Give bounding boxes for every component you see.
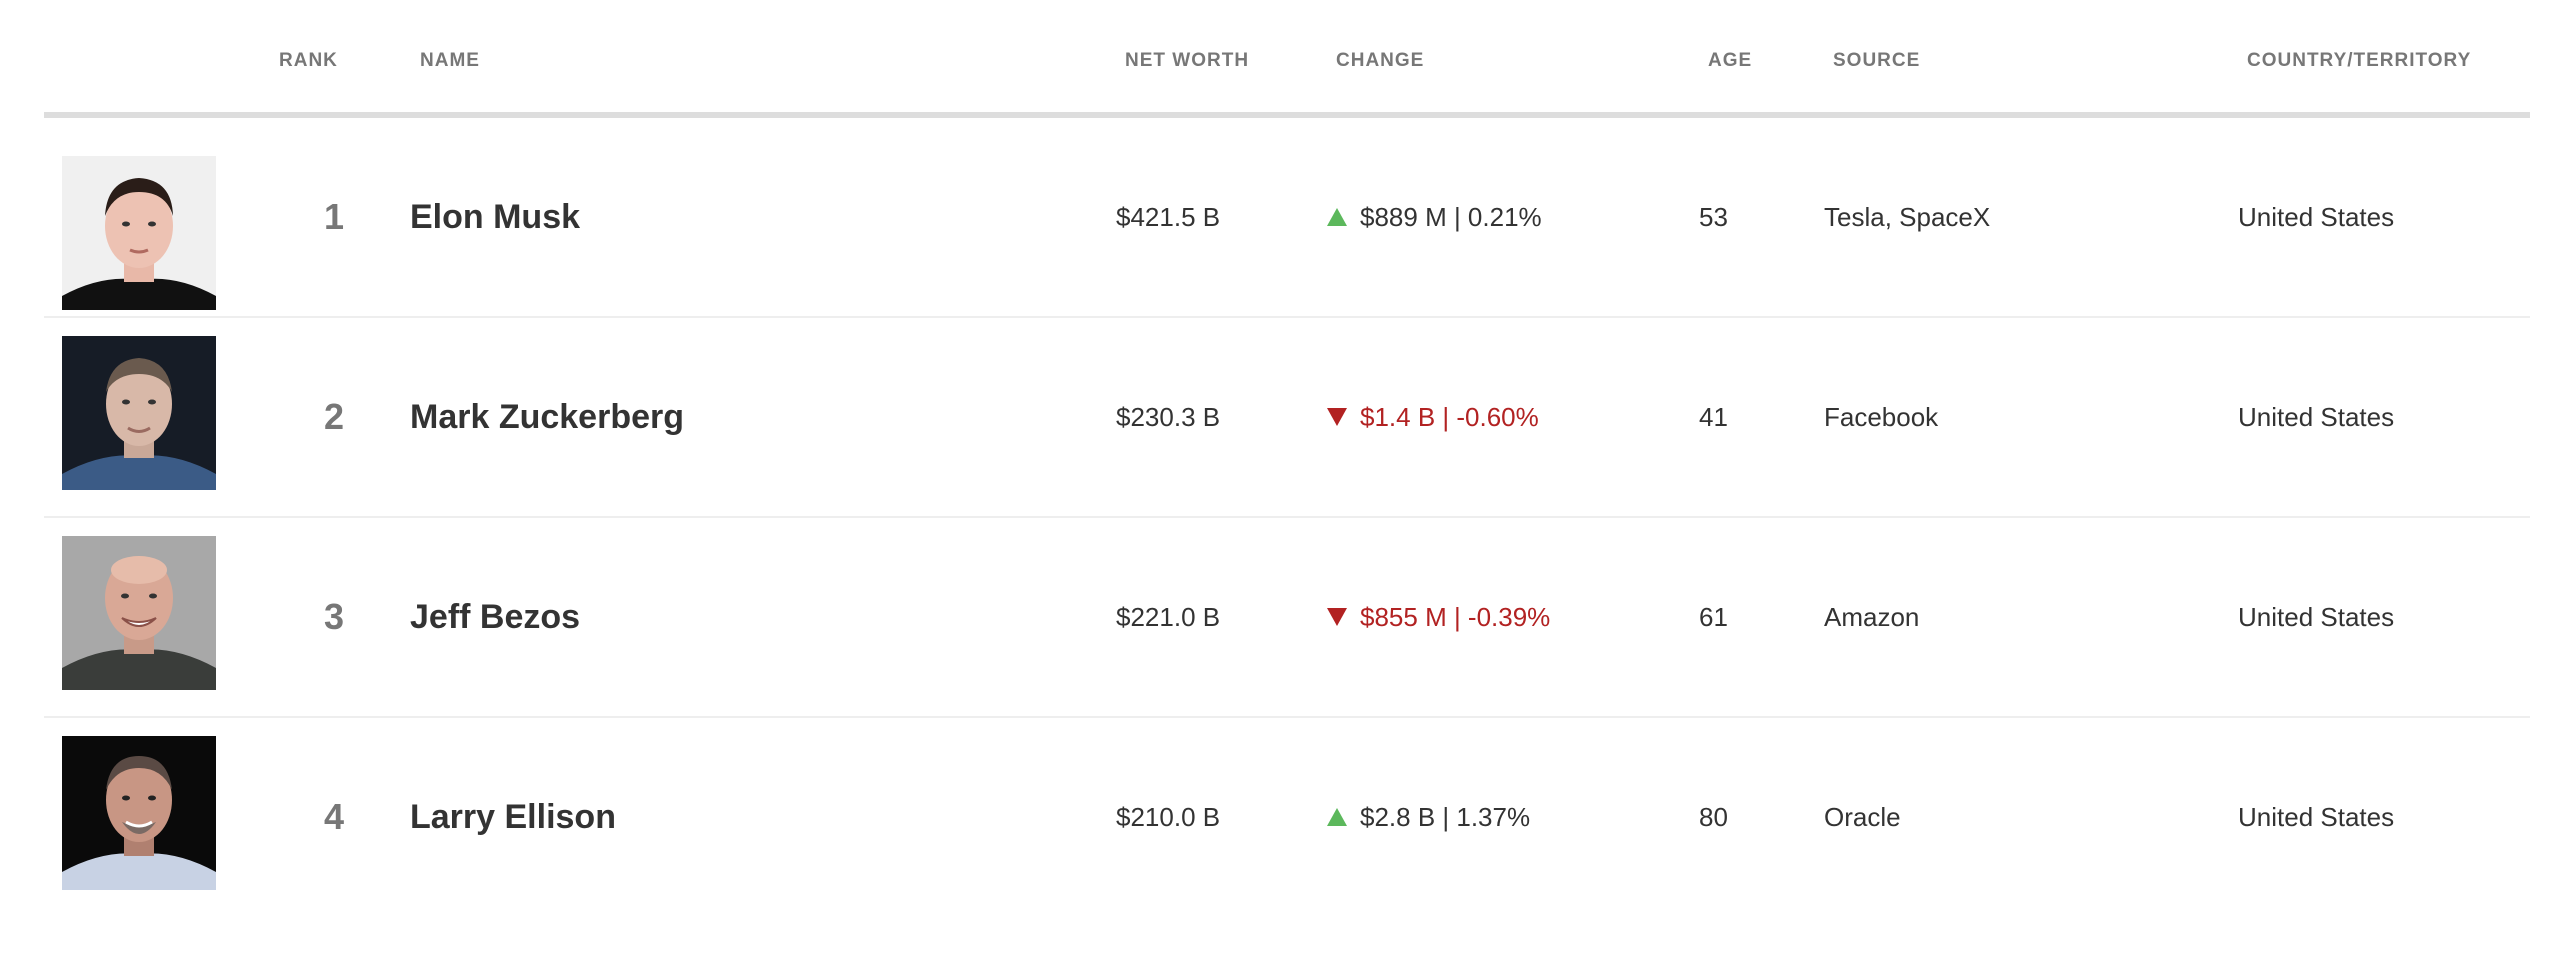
- column-header-rank[interactable]: RANK: [279, 50, 338, 71]
- source-value: Amazon: [1824, 601, 1920, 632]
- net-worth-value: $421.5 B: [1116, 201, 1221, 232]
- person-photo-icon: [62, 336, 216, 490]
- change-text: $889 M | 0.21%: [1360, 201, 1542, 232]
- person-photo[interactable]: [62, 736, 216, 890]
- billionaires-table: RANK NAME NET WORTH CHANGE AGE SOURCE CO…: [44, 0, 2530, 916]
- triangle-up-icon: [1326, 207, 1348, 227]
- triangle-up-icon: [1326, 807, 1348, 827]
- source-value: Tesla, SpaceX: [1824, 201, 1991, 232]
- person-name-link[interactable]: Mark Zuckerberg: [410, 397, 684, 436]
- rank-value: 2: [323, 396, 345, 437]
- column-header-age[interactable]: AGE: [1708, 50, 1753, 71]
- country-value: United States: [2238, 201, 2395, 232]
- column-header-name[interactable]: NAME: [420, 50, 480, 71]
- country-value: United States: [2238, 801, 2395, 832]
- rank-value: 1: [323, 196, 345, 237]
- person-photo[interactable]: [62, 336, 216, 490]
- person-photo-icon: [62, 536, 216, 690]
- net-worth-value: $230.3 B: [1116, 401, 1221, 432]
- change-text: $2.8 B | 1.37%: [1360, 801, 1531, 832]
- person-photo-icon: [62, 156, 216, 310]
- column-header-country[interactable]: COUNTRY/TERRITORY: [2247, 50, 2472, 71]
- change-text: $855 M | -0.39%: [1360, 601, 1551, 632]
- country-value: United States: [2238, 401, 2395, 432]
- age-value: 61: [1699, 601, 1728, 632]
- person-name-link[interactable]: Elon Musk: [410, 197, 581, 236]
- table-header: RANK NAME NET WORTH CHANGE AGE SOURCE CO…: [44, 0, 2530, 118]
- source-value: Facebook: [1824, 401, 1939, 432]
- change-text: $1.4 B | -0.60%: [1360, 401, 1539, 432]
- change-value: $889 M | 0.21%: [1326, 118, 1542, 316]
- change-value: $2.8 B | 1.37%: [1326, 718, 1530, 916]
- person-name-link[interactable]: Jeff Bezos: [410, 597, 581, 636]
- source-value: Oracle: [1824, 801, 1901, 832]
- person-photo[interactable]: [62, 536, 216, 690]
- table-row[interactable]: 3 Jeff Bezos $221.0 B $855 M | -0.39% 61…: [44, 518, 2530, 718]
- age-value: 53: [1699, 201, 1728, 232]
- age-value: 41: [1699, 401, 1728, 432]
- column-header-net-worth[interactable]: NET WORTH: [1125, 50, 1250, 71]
- rank-value: 4: [323, 796, 345, 837]
- table-row[interactable]: 1 Elon Musk $421.5 B $889 M | 0.21% 53 T…: [44, 118, 2530, 318]
- net-worth-value: $210.0 B: [1116, 801, 1221, 832]
- net-worth-value: $221.0 B: [1116, 601, 1221, 632]
- table-row[interactable]: 2 Mark Zuckerberg $230.3 B $1.4 B | -0.6…: [44, 318, 2530, 518]
- change-value: $855 M | -0.39%: [1326, 518, 1550, 716]
- change-value: $1.4 B | -0.60%: [1326, 318, 1539, 516]
- triangle-down-icon: [1326, 407, 1348, 427]
- column-header-change[interactable]: CHANGE: [1336, 50, 1425, 71]
- age-value: 80: [1699, 801, 1728, 832]
- person-photo-icon: [62, 736, 216, 890]
- country-value: United States: [2238, 601, 2395, 632]
- table-row[interactable]: 4 Larry Ellison $210.0 B $2.8 B | 1.37% …: [44, 718, 2530, 916]
- rank-value: 3: [323, 596, 345, 637]
- column-header-source[interactable]: SOURCE: [1833, 50, 1921, 71]
- triangle-down-icon: [1326, 607, 1348, 627]
- person-photo[interactable]: [62, 156, 216, 310]
- person-name-link[interactable]: Larry Ellison: [410, 797, 616, 836]
